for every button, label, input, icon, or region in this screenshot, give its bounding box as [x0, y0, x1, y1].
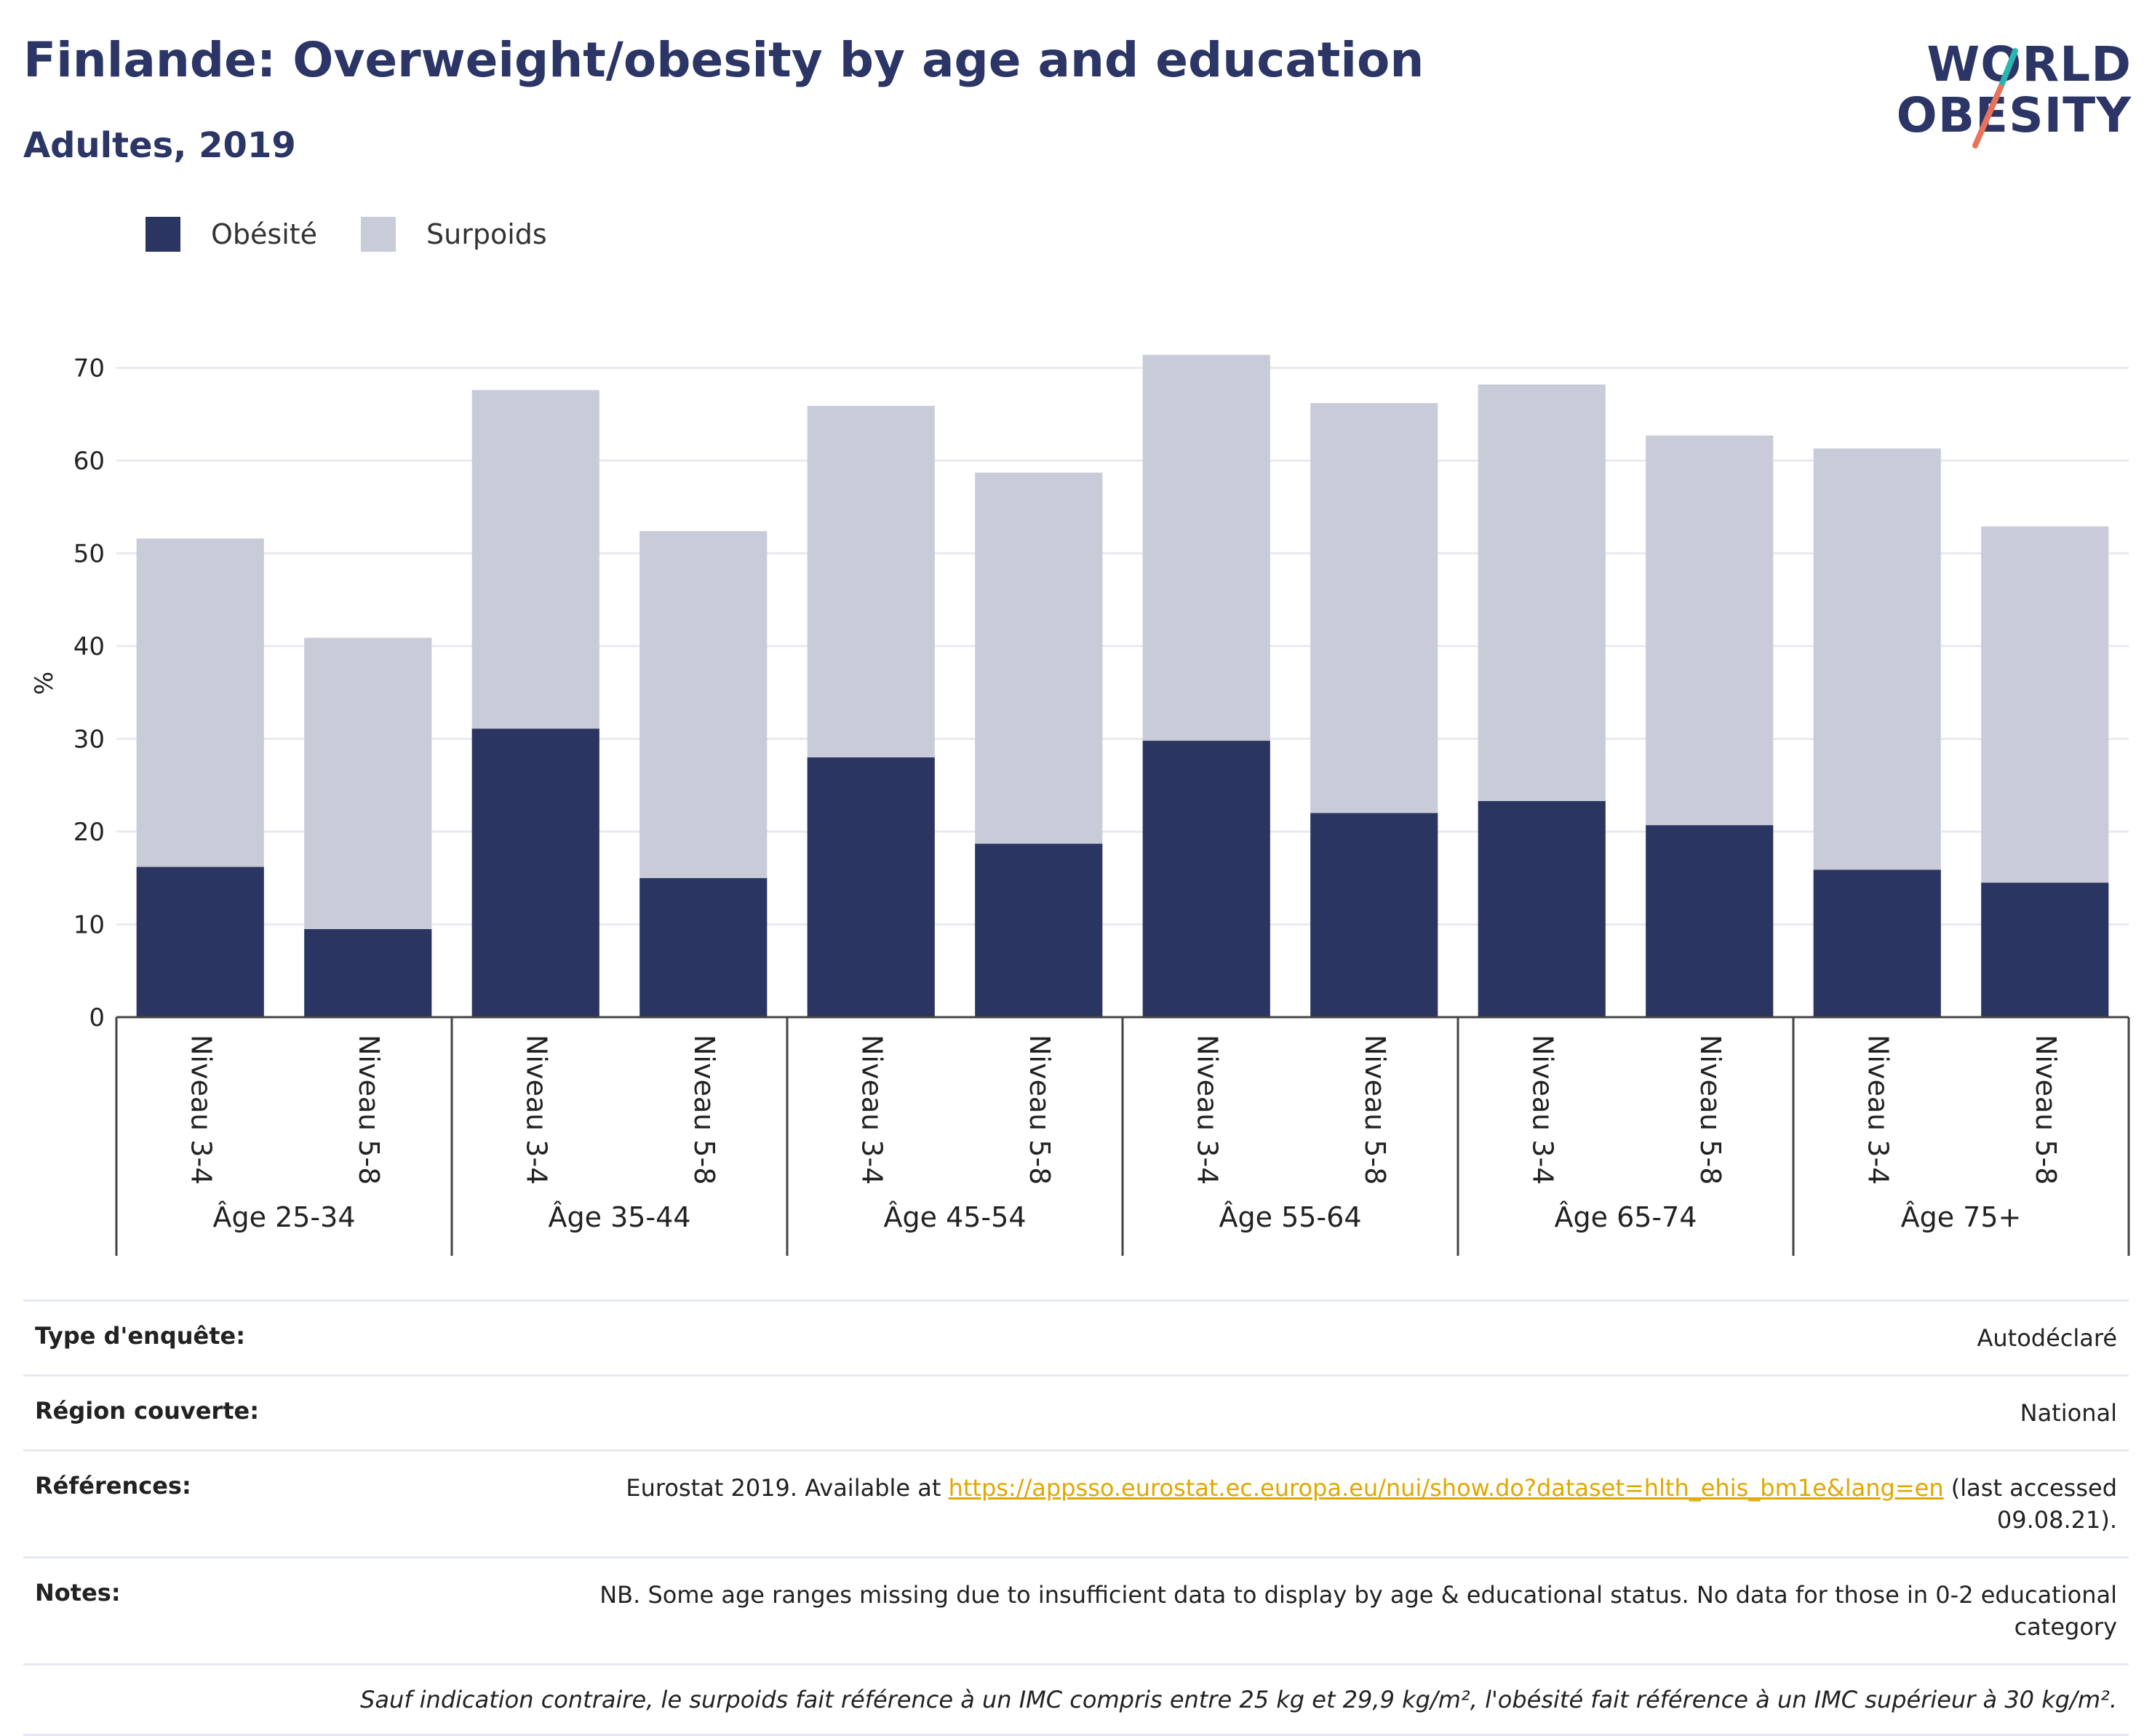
stacked-bar-chart: 0 10 20 30 40 50 60 70% Niveau 3-4 Niveau 5-8 Nive…	[30, 354, 2130, 1256]
survey-type-value: Autodéclaré	[1977, 1324, 2117, 1352]
bar-surpoids	[1310, 402, 1438, 813]
survey-type-label: Type d'enquête:	[35, 1322, 246, 1350]
info-row-survey-type: Type d'enquête: Autodéclaré	[23, 1299, 2129, 1374]
logo-line-1: WORLD	[1926, 36, 2132, 92]
logo-line-2: OBESITY	[1896, 87, 2132, 143]
region-label: Région couverte:	[35, 1397, 259, 1425]
y-tick-label: 30	[73, 725, 105, 754]
y-tick-label: 70	[73, 354, 105, 383]
legend-label-obesite: Obésité	[211, 218, 318, 250]
x-group-label: Âge 25-34	[213, 1201, 356, 1233]
bar-surpoids	[975, 472, 1103, 844]
x-category-label: Niveau 3-4	[1862, 1035, 1894, 1184]
x-group-label: Âge 75+	[1901, 1201, 2022, 1233]
x-category-label: Niveau 3-4	[185, 1035, 217, 1184]
info-row-notes: Notes: NB. Some age ranges missing due t…	[23, 1556, 2129, 1663]
chart-title: Finlande: Overweight/obesity by age and …	[23, 32, 1424, 88]
notes-label: Notes:	[35, 1579, 121, 1606]
x-category-label: Niveau 5-8	[353, 1035, 385, 1184]
x-group-label: Âge 55-64	[1219, 1201, 1362, 1233]
legend-swatch-obesite	[146, 217, 180, 252]
bar-obesite	[471, 728, 599, 1017]
x-category-label: Niveau 5-8	[1024, 1035, 1056, 1184]
bar-surpoids	[1981, 526, 2109, 883]
info-row-references: Références: Eurostat 2019. Available at …	[23, 1449, 2129, 1556]
x-group-label: Âge 35-44	[549, 1201, 691, 1233]
bar-obesite	[1310, 813, 1438, 1017]
bar-obesite	[807, 757, 935, 1017]
world-obesity-logo: WORLD OBESITY	[1892, 22, 2132, 153]
region-value: National	[2020, 1399, 2117, 1427]
bar-obesite	[1981, 883, 2109, 1017]
bar-surpoids	[1478, 384, 1606, 801]
y-tick-label: 50	[73, 540, 105, 569]
bar-surpoids	[1813, 448, 1941, 870]
y-tick-label: 0	[89, 1003, 105, 1032]
x-category-label: Niveau 3-4	[856, 1035, 888, 1184]
x-category-label: Niveau 5-8	[2030, 1035, 2062, 1184]
bar-obesite	[1813, 869, 1941, 1017]
x-category-label: Niveau 3-4	[1526, 1035, 1558, 1184]
references-value: Eurostat 2019. Available at https://apps…	[517, 1472, 2117, 1536]
chart-subtitle: Adultes, 2019	[23, 125, 296, 166]
x-category-label: Niveau 5-8	[1359, 1035, 1391, 1184]
bar-surpoids	[1142, 354, 1270, 741]
bar-obesite	[639, 877, 768, 1017]
bar-obesite	[975, 843, 1103, 1017]
bar-surpoids	[304, 637, 432, 929]
legend-item-surpoids[interactable]: Surpoids	[361, 217, 547, 252]
y-tick-label: 60	[73, 447, 105, 476]
x-category-label: Niveau 5-8	[688, 1035, 720, 1184]
bar-obesite	[1142, 741, 1270, 1017]
x-group-label: Âge 45-54	[884, 1201, 1027, 1233]
bar-obesite	[136, 867, 264, 1017]
x-group-label: Âge 65-74	[1555, 1201, 1697, 1233]
x-category-label: Niveau 3-4	[520, 1035, 552, 1184]
legend-item-obesite[interactable]: Obésité	[146, 217, 317, 252]
bar-obesite	[1646, 825, 1774, 1017]
bar-obesite	[304, 928, 432, 1017]
legend-label-surpoids: Surpoids	[426, 218, 547, 250]
y-tick-label: 10	[73, 911, 105, 940]
y-tick-label: 40	[73, 632, 105, 661]
references-label: Références:	[35, 1472, 191, 1500]
bar-surpoids	[471, 390, 599, 729]
bar-surpoids	[1646, 435, 1774, 826]
logo-slash-icon	[1972, 48, 2018, 148]
bar-surpoids	[807, 405, 935, 757]
bar-surpoids	[136, 538, 264, 867]
y-tick-label: 20	[73, 818, 105, 847]
x-category-label: Niveau 5-8	[1694, 1035, 1726, 1184]
notes-value: NB. Some age ranges missing due to insuf…	[599, 1581, 2117, 1641]
legend-swatch-surpoids	[361, 217, 396, 252]
bar-obesite	[1478, 800, 1606, 1017]
chart-legend: Obésité Surpoids	[146, 217, 591, 252]
references-prefix: Eurostat 2019. Available at	[626, 1474, 949, 1502]
y-axis-label: %	[30, 672, 59, 695]
info-table: Type d'enquête: Autodéclaré Région couve…	[23, 1299, 2129, 1736]
footnote: Sauf indication contraire, le surpoids f…	[23, 1663, 2129, 1736]
bar-surpoids	[639, 530, 768, 878]
x-category-label: Niveau 3-4	[1191, 1035, 1223, 1184]
info-row-region: Région couverte: National	[23, 1374, 2129, 1449]
references-link[interactable]: https://appsso.eurostat.ec.europa.eu/nui…	[948, 1474, 1944, 1502]
references-suffix: (last accessed 09.08.21).	[1943, 1474, 2117, 1534]
